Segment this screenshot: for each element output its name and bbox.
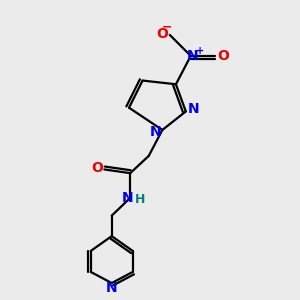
Text: O: O [217, 49, 229, 63]
Text: O: O [156, 27, 168, 40]
Text: +: + [196, 46, 204, 56]
Text: N: N [188, 102, 199, 116]
Text: O: O [91, 161, 103, 175]
Text: H: H [135, 193, 145, 206]
Text: N: N [187, 49, 199, 63]
Text: −: − [162, 21, 172, 34]
Text: N: N [150, 125, 161, 139]
Text: N: N [122, 191, 134, 205]
Text: N: N [106, 281, 118, 296]
